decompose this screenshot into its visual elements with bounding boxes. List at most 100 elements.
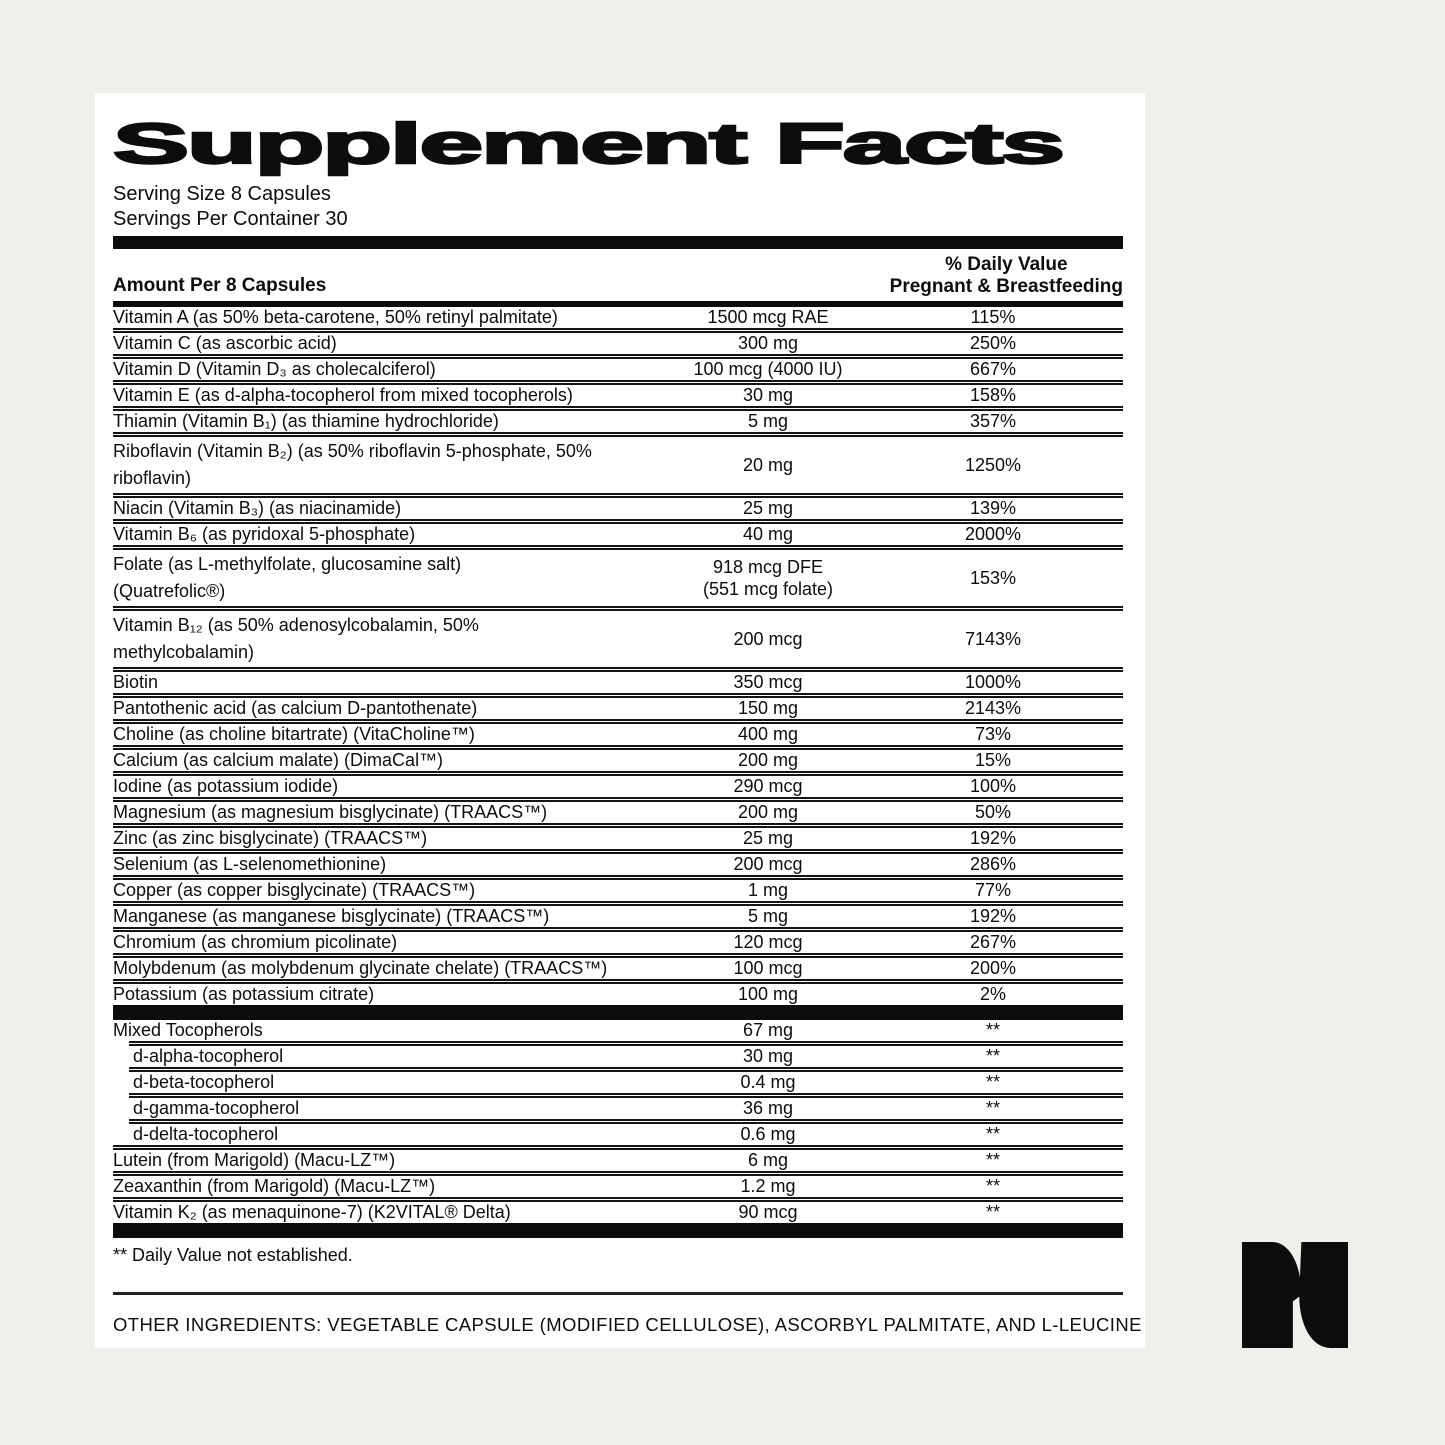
nutrient-name: d-delta-tocopherol [133, 1124, 279, 1144]
nutrient-name: Zinc (as zinc bisglycinate) (TRAACS™) [113, 828, 428, 848]
serving-size: Serving Size 8 Capsules [113, 183, 331, 205]
nutrient-name: Vitamin D (Vitamin D₃ as cholecalciferol… [113, 359, 436, 379]
nutrient-name: Lutein (from Marigold) (Macu-LZ™) [113, 1150, 396, 1170]
nutrient-daily-value: 153% [969, 567, 1017, 588]
nutrient-amount: 30 mg [742, 385, 794, 405]
nutrient-name: d-alpha-tocopherol [133, 1046, 284, 1066]
nutrient-daily-value: 158% [969, 385, 1017, 405]
nutrient-daily-value: 192% [969, 828, 1017, 848]
nutrient-daily-value: 100% [969, 776, 1017, 796]
nutrient-daily-value: 357% [969, 411, 1017, 431]
nutrient-row: Niacin (Vitamin B₃) (as niacinamide) 25 … [113, 498, 1123, 519]
nutrient-daily-value: 15% [974, 750, 1012, 770]
row-separator [113, 719, 1123, 724]
nutrient-amount: 1.2 mg [740, 1176, 796, 1196]
row-separator [129, 1041, 1123, 1046]
supplement-facts-title: Supplement Facts [111, 112, 1068, 176]
nutrient-amount: 100 mg [737, 984, 799, 1004]
nutrient-row: Magnesium (as magnesium bisglycinate) (T… [113, 802, 1123, 823]
nutrient-name: Choline (as choline bitartrate) (VitaCho… [113, 724, 475, 744]
nutrient-row: Zinc (as zinc bisglycinate) (TRAACS™) 25… [113, 828, 1123, 849]
row-separator [113, 606, 1123, 611]
nutrient-row: Vitamin A (as 50% beta-carotene, 50% ret… [113, 307, 1123, 328]
thick-divider-top [113, 236, 1123, 249]
nutrient-amount: 90 mcg [738, 1202, 798, 1222]
serving-info: Serving Size 8 Capsules Servings Per Con… [113, 182, 1123, 232]
row-separator [113, 380, 1123, 385]
row-separator [113, 1197, 1123, 1202]
table-header: Amount Per 8 Capsules % Daily Value Preg… [113, 249, 1123, 301]
row-separator [129, 1119, 1123, 1124]
nutrient-amount: 100 mcg (4000 IU) [693, 359, 843, 379]
daily-value-header-line1: % Daily Value [945, 254, 1068, 275]
nutrient-amount: 120 mcg [733, 932, 803, 952]
nutrient-row: Zeaxanthin (from Marigold) (Macu-LZ™) 1.… [113, 1176, 1123, 1197]
nutrient-daily-value: 73% [974, 724, 1012, 744]
row-separator [113, 328, 1123, 333]
nutrient-name: Vitamin E (as d-alpha-tocopherol from mi… [113, 385, 573, 405]
nutrient-daily-value: 286% [969, 854, 1017, 874]
nutrient-name: d-gamma-tocopherol [133, 1098, 300, 1118]
nutrient-name: Molybdenum (as molybdenum glycinate chel… [113, 958, 608, 978]
other-ingredients-text: OTHER INGREDIENTS: VEGETABLE CAPSULE (MO… [113, 1314, 1142, 1335]
nutrient-row: Vitamin D (Vitamin D₃ as cholecalciferol… [113, 359, 1123, 380]
nutrient-row: Mixed Tocopherols 67 mg ** [113, 1020, 1123, 1041]
row-separator [113, 354, 1123, 359]
nutrient-row: Pantothenic acid (as calcium D-pantothen… [113, 698, 1123, 719]
nutrient-name: Manganese (as manganese bisglycinate) (T… [113, 906, 550, 926]
nutrient-row: Vitamin K₂ (as menaquinone-7) (K2VITAL® … [113, 1202, 1123, 1223]
nutrient-row: Thiamin (Vitamin B₁) (as thiamine hydroc… [113, 411, 1123, 432]
nutrient-name: Vitamin B₁₂ (as 50% adenosylcobalamin, 5… [113, 615, 479, 662]
nutrient-row: Vitamin E (as d-alpha-tocopherol from mi… [113, 385, 1123, 406]
nutrient-amount: 300 mg [737, 333, 799, 353]
daily-value-header-line2: Pregnant & Breastfeeding [889, 276, 1123, 297]
nutrient-amount: 67 mg [742, 1020, 794, 1040]
row-separator [129, 1067, 1123, 1072]
amount-column-header: Amount Per 8 Capsules [113, 275, 327, 296]
nutrient-name: Biotin [113, 672, 159, 692]
nutrient-daily-value: 50% [974, 802, 1012, 822]
row-separator [113, 406, 1123, 411]
nutrient-amount: 1 mg [747, 880, 789, 900]
nutrient-row: Biotin 350 mcg 1000% [113, 672, 1123, 693]
nutrient-row: Copper (as copper bisglycinate) (TRAACS™… [113, 880, 1123, 901]
nutrient-row: Potassium (as potassium citrate) 100 mg … [113, 984, 1123, 1005]
nutrient-name: Zeaxanthin (from Marigold) (Macu-LZ™) [113, 1176, 436, 1196]
header-divider [113, 301, 1123, 307]
nutrient-amount: 5 mg [747, 906, 789, 926]
daily-value-column-header: % Daily Value Pregnant & Breastfeeding [890, 254, 1123, 298]
nutrient-name: Niacin (Vitamin B₃) (as niacinamide) [113, 498, 402, 518]
nutrient-amount: 0.4 mg [740, 1072, 796, 1092]
nutrient-amount: 150 mg [737, 698, 799, 718]
nutrient-row: d-beta-tocopherol 0.4 mg ** [113, 1072, 1123, 1093]
nutrient-name: Thiamin (Vitamin B₁) (as thiamine hydroc… [113, 411, 499, 431]
nutrient-row: Folate (as L-methylfolate, glucosamine s… [113, 550, 1123, 606]
nutrient-daily-value: ** [985, 1202, 1000, 1222]
nutrient-daily-value: 1250% [964, 454, 1022, 475]
nutrient-daily-value: ** [985, 1046, 1000, 1066]
row-separator [113, 493, 1123, 498]
nutrient-name: Magnesium (as magnesium bisglycinate) (T… [113, 802, 548, 822]
nutrient-name: Iodine (as potassium iodide) [113, 776, 339, 796]
nutrient-amount: 25 mg [742, 498, 794, 518]
nutrient-table-secondary: Mixed Tocopherols 67 mg ** d-alpha-tocop… [113, 1020, 1123, 1223]
row-separator [113, 1145, 1123, 1150]
row-separator [113, 979, 1123, 984]
nutrient-amount: 290 mcg [733, 776, 803, 796]
nutrient-daily-value: 2000% [964, 524, 1022, 544]
nutrient-amount: 200 mcg [733, 854, 803, 874]
row-separator [113, 797, 1123, 802]
nutrient-name: Mixed Tocopherols [113, 1020, 263, 1040]
nutrient-daily-value: 139% [969, 498, 1017, 518]
nutrient-daily-value: 2143% [964, 698, 1022, 718]
row-separator [113, 667, 1123, 672]
daily-value-footnote: ** Daily Value not established. [113, 1245, 353, 1265]
nutrient-name: Vitamin A (as 50% beta-carotene, 50% ret… [113, 307, 558, 327]
row-separator [113, 823, 1123, 828]
nutrient-name: Pantothenic acid (as calcium D-pantothen… [113, 698, 478, 718]
row-separator [113, 771, 1123, 776]
other-ingredients-divider [113, 1292, 1123, 1295]
servings-per-container: Servings Per Container 30 [113, 208, 348, 230]
nutrient-table-main: Vitamin A (as 50% beta-carotene, 50% ret… [113, 307, 1123, 1005]
nutrient-name: Selenium (as L-selenomethionine) [113, 854, 387, 874]
